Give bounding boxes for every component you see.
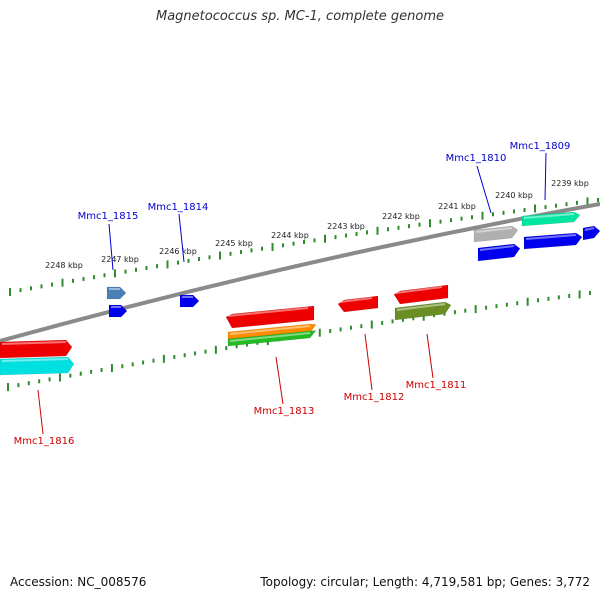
gene-mmc1-1813-bar	[225, 305, 315, 329]
gene-label-mmc1-1809: Mmc1_1809	[510, 141, 571, 152]
gene-mmc1-1816-bar-shine	[1, 341, 67, 345]
gene-mmc1-1810-bar	[473, 225, 519, 243]
gene-label-leader	[178, 213, 185, 263]
gene-mmc1-1815-bar	[108, 304, 128, 318]
gene-mmc1-1809-bar-shine	[584, 227, 595, 231]
gene-label-leader	[426, 333, 434, 379]
scale-label: 2241 kbp	[438, 202, 476, 211]
gene-label-mmc1-1813: Mmc1_1813	[254, 406, 315, 417]
genome-summary-text: Topology: circular; Length: 4,719,581 bp…	[260, 575, 590, 589]
upper-tick-track	[9, 197, 599, 296]
scale-label: 2247 kbp	[101, 255, 139, 264]
gene-mmc1-1813-bar-shine	[229, 332, 311, 342]
gene-mmc1-1810-bar-shine	[479, 245, 515, 251]
gene-mmc1-1813-bar-shine	[227, 307, 309, 317]
gene-label-mmc1-1810: Mmc1_1810	[446, 153, 507, 164]
gene-mmc1-1813-bar	[227, 330, 317, 347]
gene-label-mmc1-1811: Mmc1_1811	[406, 380, 467, 391]
lower-tick-track	[7, 290, 591, 391]
map-title: Magnetococcus sp. MC-1, complete genome	[155, 9, 445, 24]
gene-mmc1-1816-bar-shine	[1, 358, 69, 362]
gene-label-leader	[275, 356, 284, 405]
gene-mmc1-1810-bar	[477, 243, 521, 262]
gene-mmc1-1813-bar-shine	[229, 325, 311, 335]
scale-label: 2243 kbp	[327, 222, 365, 231]
accession-text: Accession: NC_008576	[10, 575, 147, 589]
gene-mmc1-1811-bar	[394, 301, 452, 321]
gene-mmc1-1809-bar-shine	[523, 213, 575, 219]
scale-label: 2239 kbp	[551, 179, 589, 188]
gene-label-mmc1-1816: Mmc1_1816	[14, 436, 75, 447]
gene-mmc1-1811-bar	[393, 284, 449, 305]
gene-label-leader	[364, 333, 373, 391]
gene-mmc1-1809-bar-shine	[525, 234, 577, 240]
scale-label: 2245 kbp	[215, 239, 253, 248]
gene-label-mmc1-1812: Mmc1_1812	[344, 392, 405, 403]
gene-mmc1-1809-bar	[521, 211, 581, 227]
gene-mmc1-1810-bar-shine	[475, 227, 513, 233]
gene-mmc1-1816-bar	[0, 356, 75, 376]
scale-label: 2244 kbp	[271, 231, 309, 240]
gene-mmc1-1809-bar	[582, 225, 600, 241]
gene-mmc1-1811-bar-shine	[396, 303, 446, 311]
gene-mmc1-1812-bar-shine	[339, 297, 373, 303]
scale-labels: 2239 kbp 2240 kbp 2241 kbp 2242 kbp 2243 kbp…	[45, 179, 589, 270]
scale-label: 2242 kbp	[382, 212, 420, 221]
scale-label: 2240 kbp	[495, 191, 533, 200]
gene-label-mmc1-1815: Mmc1_1815	[78, 211, 139, 222]
gene-mmc1-1816-bar	[0, 339, 73, 359]
gene-mmc1-1809-bar	[523, 232, 583, 250]
gene-label-leader	[37, 389, 44, 435]
gene-mmc1-1812-bar	[337, 295, 379, 313]
scale-label: 2248 kbp	[45, 261, 83, 270]
gene-label-leader	[476, 165, 492, 214]
gene-mmc1-1811-bar-shine	[395, 286, 443, 294]
gene-mmc1-1814-bar	[179, 294, 200, 308]
scale-label: 2246 kbp	[159, 247, 197, 256]
gene-label-mmc1-1814: Mmc1_1814	[148, 202, 209, 213]
gene-label-leader	[544, 152, 547, 201]
gene-features	[0, 211, 600, 376]
gene-label-leader	[108, 223, 114, 271]
genome-backbone	[0, 202, 600, 343]
gene-mmc1-1815-bar	[106, 286, 127, 300]
